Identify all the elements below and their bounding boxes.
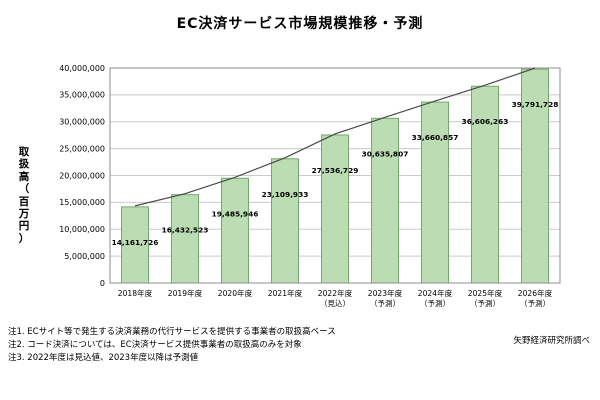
svg-text:30,000,000: 30,000,000 (59, 118, 105, 127)
footnote-3: 注3. 2022年度は見込値、2023年度以降は予測値 (8, 353, 199, 363)
svg-text:33,660,857: 33,660,857 (412, 133, 459, 142)
chart-area: 0 5,000,000 10,000,000 15,000,000 20,000,000… (50, 40, 580, 330)
svg-text:（予測）: （予測） (370, 298, 400, 308)
svg-text:2023年度: 2023年度 (368, 288, 403, 298)
svg-text:39,791,728: 39,791,728 (512, 100, 559, 109)
svg-text:2018年度: 2018年度 (118, 288, 153, 298)
svg-text:2025年度: 2025年度 (468, 288, 503, 298)
svg-text:36,606,263: 36,606,263 (462, 117, 509, 126)
svg-text:23,109,933: 23,109,933 (262, 190, 309, 199)
chart-title: EC決済サービス市場規模推移・予測 (176, 16, 424, 32)
svg-text:（予測）: （予測） (520, 298, 550, 308)
svg-text:（予測）: （予測） (420, 298, 450, 308)
svg-text:27,536,729: 27,536,729 (312, 166, 359, 175)
svg-text:15,000,000: 15,000,000 (59, 198, 105, 207)
svg-text:0: 0 (100, 279, 105, 288)
svg-text:10,000,000: 10,000,000 (59, 225, 105, 234)
svg-text:2022年度: 2022年度 (318, 288, 353, 298)
svg-text:30,635,807: 30,635,807 (362, 149, 409, 158)
svg-text:19,485,946: 19,485,946 (212, 209, 259, 218)
y-axis-title: 取扱高（百万円） (18, 146, 30, 245)
market-size-bar-chart: 0 5,000,000 10,000,000 15,000,000 20,000,000… (59, 64, 561, 308)
svg-text:14,161,726: 14,161,726 (112, 238, 159, 247)
svg-text:16,432,523: 16,432,523 (162, 226, 209, 235)
svg-text:2026年度: 2026年度 (518, 288, 553, 298)
svg-text:2024年度: 2024年度 (418, 288, 453, 298)
svg-text:（見込）: （見込） (320, 299, 350, 308)
svg-text:2021年度: 2021年度 (268, 288, 303, 298)
svg-text:（予測）: （予測） (470, 298, 500, 308)
svg-text:2020年度: 2020年度 (218, 288, 253, 298)
svg-text:2019年度: 2019年度 (168, 288, 203, 298)
svg-text:40,000,000: 40,000,000 (59, 64, 105, 73)
svg-text:5,000,000: 5,000,000 (64, 252, 105, 261)
footnotes: 注1. ECサイト等で発生する決済業務の代行サービスを提供する事業者の取扱高ベー… (8, 326, 336, 365)
svg-text:35,000,000: 35,000,000 (59, 91, 105, 100)
svg-text:20,000,000: 20,000,000 (59, 171, 105, 180)
svg-text:25,000,000: 25,000,000 (59, 144, 105, 153)
footnote-1: 注1. ECサイト等で発生する決済業務の代行サービスを提供する事業者の取扱高ベー… (8, 327, 336, 337)
footnote-2: 注2. コード決済については、EC決済サービス提供事業者の取扱高のみを対象 (8, 340, 302, 350)
source-credit: 矢野経済研究所調べ (513, 336, 590, 346)
